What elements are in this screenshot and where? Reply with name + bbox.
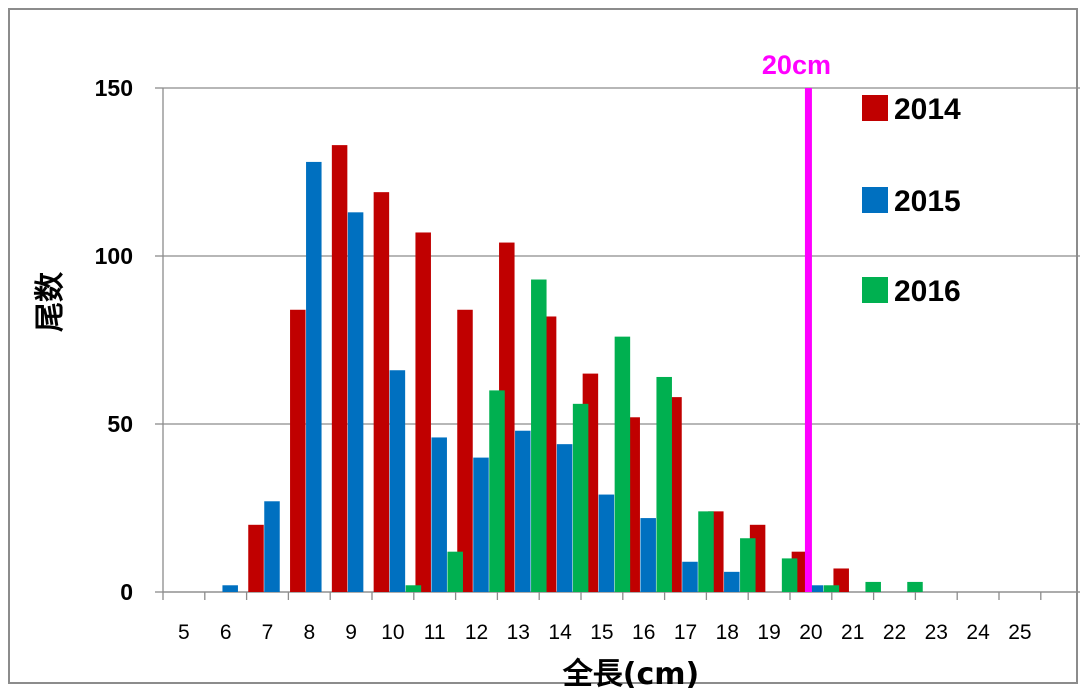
bar-2016 [447,551,463,592]
legend-label-2014: 2014 [894,93,961,126]
y-tick-label: 50 [107,411,133,437]
bar-2014 [248,524,264,592]
x-tick-label: 16 [632,621,655,644]
x-axis-title: 全長(cm) [562,657,699,692]
legend-swatch-2015 [862,187,888,213]
x-tick-label: 12 [465,621,488,644]
x-tick-label: 23 [925,621,948,644]
bar-2015 [306,161,322,593]
bar-2015 [347,212,364,592]
x-tick-label: 11 [424,621,446,644]
bar-2015 [389,370,406,592]
bar-2016 [531,279,547,592]
y-tick-label: 150 [95,75,133,101]
x-tick-label: 22 [883,621,906,644]
x-tick-label: 8 [303,621,315,644]
x-tick-label: 10 [381,621,404,644]
x-tick-label: 7 [262,621,274,644]
x-tick-label: 25 [1008,621,1031,644]
bar-2016 [907,581,923,592]
bar-2014 [415,232,431,593]
x-tick-label: 9 [345,621,357,644]
x-tick-label: 6 [220,621,232,644]
bar-2014 [290,309,306,592]
bar-2014 [373,192,390,592]
bar-2016 [823,585,840,592]
reference-line-label: 20cm [762,50,831,80]
bar-2015 [807,585,824,592]
bar-2015 [222,585,238,592]
x-tick-label: 17 [674,621,697,644]
x-tick-label: 15 [590,621,613,644]
y-axis-title: 尾数 [33,271,68,332]
x-tick-label: 14 [548,621,572,644]
bar-2014 [331,145,348,592]
legend-label-2015: 2015 [894,185,961,218]
bar-2016 [698,511,714,592]
x-tick-label: 13 [507,621,530,644]
y-tick-label: 100 [95,243,133,269]
bar-2016 [572,403,589,592]
x-tick-label: 18 [716,621,739,644]
x-tick-label: 20 [799,621,822,644]
bar-2015 [431,437,447,592]
bar-2016 [781,558,798,592]
bar-2016 [656,376,672,592]
x-tick-label: 5 [178,621,190,644]
bar-2015 [515,430,531,592]
y-tick-label: 0 [120,579,133,605]
legend-label-2016: 2016 [894,275,961,308]
x-tick-label: 24 [966,621,990,644]
legend-swatch-2014 [862,95,888,121]
bar-2015 [724,571,740,592]
bar-2014 [457,309,473,592]
bar-2016 [614,336,631,592]
x-tick-label: 19 [757,621,780,644]
x-tick-label: 21 [841,621,864,644]
bar-2015 [682,561,698,592]
bar-2015 [473,457,489,592]
bar-2015 [556,444,573,592]
bar-2016 [740,538,756,592]
bar-2015 [598,494,615,592]
bar-2015 [640,518,656,592]
bar-2016 [489,390,505,592]
legend-swatch-2016 [862,277,888,303]
bar-2016 [405,585,422,592]
bar-2015 [264,501,280,592]
bar-2016 [865,581,881,592]
